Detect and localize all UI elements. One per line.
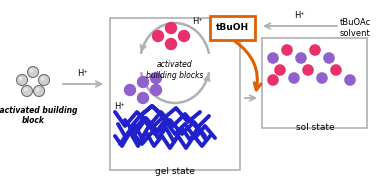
Circle shape [137,92,149,104]
Text: tBuOH: tBuOH [216,24,249,33]
Circle shape [152,30,164,42]
Circle shape [39,74,50,86]
Bar [210,16,255,40]
Text: H⁺: H⁺ [77,69,88,78]
Text: H⁺: H⁺ [192,17,203,26]
Circle shape [309,44,321,56]
Circle shape [274,64,286,76]
Circle shape [267,74,279,86]
Text: Deactivated building
block: Deactivated building block [0,106,78,125]
Circle shape [150,84,162,96]
Bar [110,18,240,170]
Circle shape [30,69,34,73]
Circle shape [323,52,335,64]
Circle shape [24,88,28,92]
Circle shape [22,86,33,96]
Text: gel state: gel state [155,167,195,176]
Circle shape [124,84,136,96]
Circle shape [281,44,293,56]
Circle shape [165,22,177,34]
Circle shape [17,74,28,86]
Circle shape [330,64,342,76]
Circle shape [288,72,300,84]
Text: sol state: sol state [296,123,334,132]
Text: activated
building blocks: activated building blocks [146,60,204,80]
Circle shape [41,77,45,80]
Text: H⁺: H⁺ [115,102,125,111]
Circle shape [19,77,23,80]
Bar [262,38,367,128]
FancyArrowPatch shape [235,42,261,90]
Circle shape [34,86,45,96]
Circle shape [150,72,162,84]
Circle shape [178,30,190,42]
Circle shape [316,72,328,84]
Circle shape [137,76,149,88]
Circle shape [302,64,314,76]
Circle shape [28,67,39,77]
Text: tBuOAc
solvent: tBuOAc solvent [339,18,370,38]
Circle shape [165,38,177,50]
Text: H⁺: H⁺ [294,11,305,20]
Circle shape [267,52,279,64]
Circle shape [344,74,356,86]
Circle shape [36,88,40,92]
Circle shape [295,52,307,64]
